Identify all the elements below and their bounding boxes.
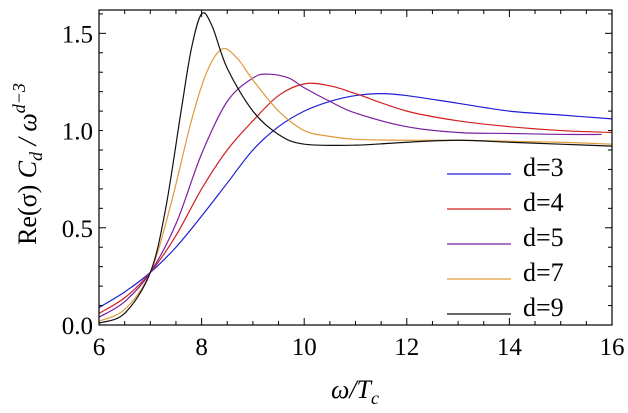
x-axis-label: ω/Tc: [331, 375, 379, 408]
series-line-d-3: [98, 93, 613, 309]
legend-item: d=5: [447, 223, 564, 252]
x-tick-label: 8: [195, 334, 208, 361]
legend: d=3 d=4 d=5 d=7 d=9: [447, 153, 564, 322]
legend-item: d=9: [447, 293, 564, 322]
y-tick-label: 0.0: [62, 313, 93, 340]
series-line-d-5: [98, 73, 602, 318]
legend-item: d=7: [447, 258, 564, 287]
y-tick-label: 1.5: [62, 21, 93, 48]
legend-label: d=7: [523, 258, 564, 287]
x-tick-label: 12: [394, 334, 419, 361]
legend-item: d=4: [447, 188, 564, 217]
x-tick-label: 6: [93, 334, 106, 361]
y-tick-label: 0.5: [62, 216, 93, 243]
tick-labels: 6 8 10 12 14 16 0.0 0.5 1.0 1.5: [62, 21, 625, 361]
y-tick-label: 1.0: [62, 119, 93, 146]
x-tick-label: 14: [497, 334, 523, 361]
axis-ticks: [98, 10, 613, 326]
x-tick-label: 10: [292, 334, 317, 361]
series-line-d-4: [98, 82, 613, 314]
legend-label: d=4: [523, 188, 564, 217]
series-line-d-9: [98, 12, 613, 324]
legend-item: d=3: [447, 153, 564, 182]
legend-label: d=5: [523, 223, 564, 252]
y-axis-label: Re(σ) Cd / ωd−3: [9, 83, 46, 245]
x-tick-label: 16: [600, 334, 625, 361]
curves: [98, 12, 613, 324]
legend-label: d=9: [523, 293, 564, 322]
legend-label: d=3: [523, 153, 564, 182]
